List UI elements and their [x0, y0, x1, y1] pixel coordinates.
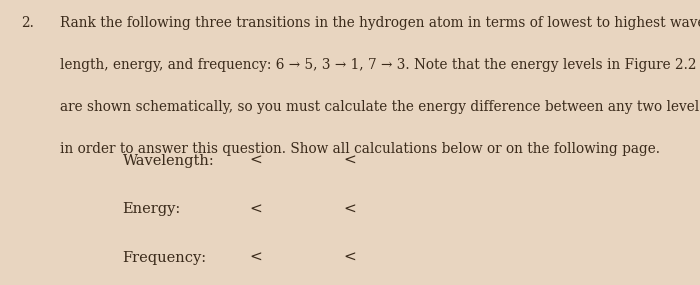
Text: in order to answer this question. Show all calculations below or on the followin: in order to answer this question. Show a…	[60, 142, 659, 156]
Text: are shown schematically, so you must calculate the energy difference between any: are shown schematically, so you must cal…	[60, 100, 700, 114]
Text: Wavelength:: Wavelength:	[122, 154, 214, 168]
Text: <: <	[344, 154, 356, 168]
Text: 2.: 2.	[21, 16, 34, 30]
Text: Frequency:: Frequency:	[122, 251, 206, 265]
Text: length, energy, and frequency: 6 → 5, 3 → 1, 7 → 3. Note that the energy levels : length, energy, and frequency: 6 → 5, 3 …	[60, 58, 696, 72]
Text: <: <	[249, 154, 262, 168]
Text: Energy:: Energy:	[122, 202, 181, 217]
Text: <: <	[249, 202, 262, 217]
Text: <: <	[249, 251, 262, 265]
Text: <: <	[344, 251, 356, 265]
Text: <: <	[344, 202, 356, 217]
Text: Rank the following three transitions in the hydrogen atom in terms of lowest to : Rank the following three transitions in …	[60, 16, 700, 30]
